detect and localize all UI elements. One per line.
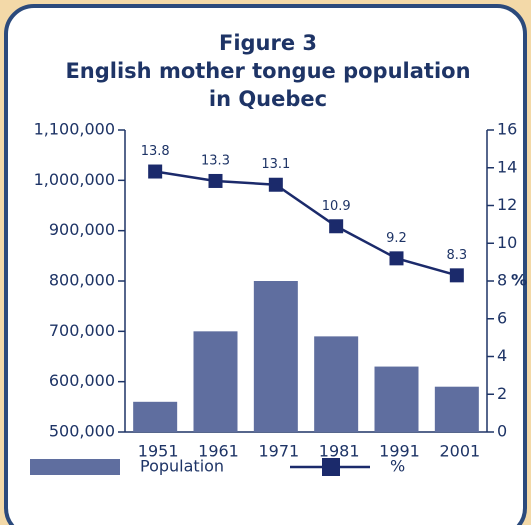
y2-tick-label: 14 [497, 157, 517, 176]
y2-tick-label: 4 [497, 346, 507, 365]
x-tick-label: 1981 [319, 442, 360, 461]
bar [374, 366, 419, 432]
y-tick-label: 500,000 [49, 422, 115, 441]
value-label: 9.2 [386, 231, 407, 246]
marker [268, 177, 283, 192]
value-label: 8.3 [446, 248, 467, 263]
bar [253, 281, 298, 432]
bar [434, 386, 479, 432]
y2-tick-label: 8 [497, 271, 507, 290]
marker [389, 251, 404, 266]
marker [449, 268, 464, 283]
value-label: 13.8 [141, 144, 170, 159]
bar [314, 336, 359, 432]
y-tick-label: 800,000 [49, 271, 115, 290]
y-tick-label: 900,000 [49, 220, 115, 239]
marker [208, 173, 223, 188]
legend-swatch [30, 459, 120, 475]
bar [133, 401, 178, 432]
bar [193, 331, 238, 432]
value-label: 13.1 [261, 157, 290, 172]
y-tick-label: 1,000,000 [34, 170, 115, 189]
y2-tick-label: 6 [497, 308, 507, 327]
x-tick-label: 1961 [198, 442, 239, 461]
y2-tick-label: 10 [497, 233, 517, 252]
line [154, 170, 458, 277]
legend-label: % [390, 457, 405, 476]
y2-tick-label: 16 [497, 120, 517, 139]
legend-marker [322, 458, 340, 476]
y2-tick-label: 0 [497, 422, 507, 441]
x-tick-label: 1991 [379, 442, 420, 461]
y2-tick-label: 12 [497, 195, 517, 214]
chart-title: Figure 3 [219, 31, 317, 55]
x-tick-label: 1971 [258, 442, 299, 461]
y-tick-label: 600,000 [49, 371, 115, 390]
marker [148, 164, 163, 179]
legend-label: Population [140, 457, 224, 476]
x-tick-label: 2001 [439, 442, 480, 461]
x-tick-label: 1951 [138, 442, 179, 461]
y2-axis-label: % [511, 271, 527, 290]
y2-tick-label: 2 [497, 384, 507, 403]
y-tick-label: 1,100,000 [34, 120, 115, 139]
chart-title: in Quebec [209, 87, 327, 111]
value-label: 10.9 [322, 199, 351, 214]
y-tick-label: 700,000 [49, 321, 115, 340]
chart-title: English mother tongue population [65, 59, 470, 83]
value-label: 13.3 [201, 153, 230, 168]
marker [329, 219, 344, 234]
